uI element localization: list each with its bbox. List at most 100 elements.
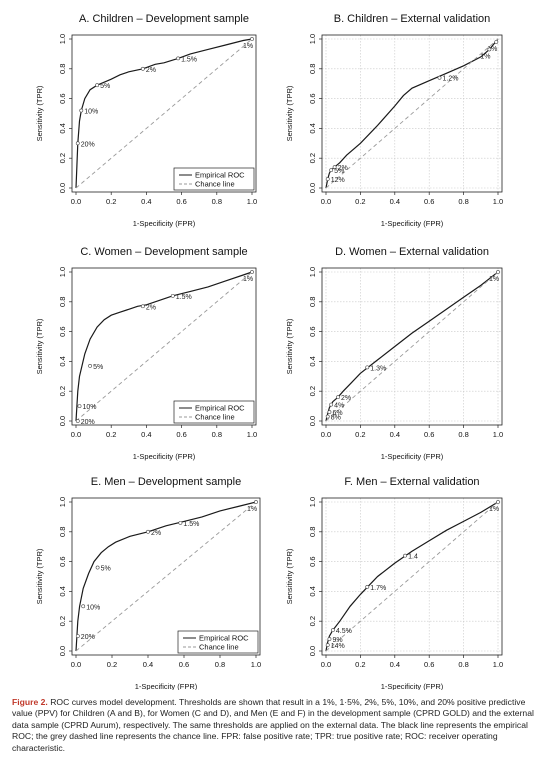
chart-panel-4: E. Men – Development sample 0.0 0.2 0.4 0.6 0… xyxy=(35,476,261,690)
x-tick-label: 0.8 xyxy=(212,430,222,439)
y-tick-label: 0.2 xyxy=(58,386,67,396)
threshold-label: 9% xyxy=(332,637,342,644)
y-axis-label: Sensitivity (TPR) xyxy=(35,318,44,374)
x-tick-label: 0.2 xyxy=(107,660,117,669)
x-tick-label: 1.0 xyxy=(493,660,503,669)
x-tick-label: 1.0 xyxy=(493,197,503,206)
plot-frame xyxy=(71,497,261,656)
threshold-label: 1% xyxy=(487,46,497,53)
y-tick-label: 0.8 xyxy=(58,527,67,537)
threshold-label: 10% xyxy=(84,109,98,116)
threshold-point xyxy=(254,500,258,504)
plot-frame xyxy=(321,267,503,426)
threshold-point xyxy=(81,604,86,609)
figure-caption-text: ROC curves model development. Thresholds… xyxy=(12,697,534,753)
x-axis-label: 1-Specificity (FPR) xyxy=(381,219,444,228)
threshold-label: 5% xyxy=(93,364,103,371)
threshold-point xyxy=(146,529,150,534)
x-tick-label: 1.0 xyxy=(247,197,257,206)
y-tick-label: 1.0 xyxy=(58,267,67,277)
x-axis-label: 1-Specificity (FPR) xyxy=(381,452,444,461)
legend-box xyxy=(173,167,255,191)
threshold-point xyxy=(176,56,180,61)
x-axis-label: 1-Specificity (FPR) xyxy=(381,682,444,690)
roc-curve xyxy=(75,38,253,189)
legend-entry: Chance line xyxy=(195,413,235,422)
plot-frame xyxy=(321,497,503,656)
x-axis-label: 1-Specificity (FPR) xyxy=(133,452,196,461)
x-tick-label: 0.6 xyxy=(424,430,434,439)
y-tick-label: 0.4 xyxy=(58,586,67,596)
plot-frame xyxy=(71,34,257,193)
threshold-point xyxy=(75,419,80,423)
roc-curve xyxy=(75,501,257,652)
chart-title: C. Women – Development sample xyxy=(80,246,247,258)
x-tick-label: 0.8 xyxy=(458,660,468,669)
y-axis-label: Sensitivity (TPR) xyxy=(285,85,294,141)
x-tick-label: 0.2 xyxy=(355,660,365,669)
threshold-point xyxy=(178,520,183,525)
threshold-label: 1% xyxy=(489,276,499,283)
threshold-label: 2% xyxy=(341,395,351,402)
y-tick-label: 1.0 xyxy=(58,497,67,507)
threshold-label: 5% xyxy=(334,168,344,175)
threshold-label: 1% xyxy=(480,53,490,60)
threshold-point xyxy=(75,634,80,639)
y-tick-label: 0.2 xyxy=(58,616,67,626)
threshold-point xyxy=(329,402,334,407)
threshold-point xyxy=(327,410,332,414)
threshold-point xyxy=(487,47,492,52)
threshold-point xyxy=(250,37,254,41)
x-tick-label: 0.0 xyxy=(71,660,81,669)
y-tick-label: 0.0 xyxy=(308,416,317,426)
y-tick-label: 0.8 xyxy=(308,297,317,307)
threshold-label: 1.4 xyxy=(408,554,418,561)
plot-frame xyxy=(321,34,503,193)
x-tick-label: 0.8 xyxy=(212,197,222,206)
threshold-point xyxy=(325,414,330,419)
threshold-point xyxy=(140,304,145,309)
y-tick-label: 0.4 xyxy=(308,123,317,133)
y-tick-label: 0.4 xyxy=(58,356,67,366)
chance-line xyxy=(75,38,253,189)
x-tick-label: 0.6 xyxy=(176,430,186,439)
x-tick-label: 0.0 xyxy=(71,430,81,439)
threshold-label: 20% xyxy=(81,634,95,641)
threshold-point xyxy=(325,177,330,181)
x-tick-label: 0.4 xyxy=(390,430,400,439)
y-tick-label: 0.6 xyxy=(308,326,317,336)
x-tick-label: 0.8 xyxy=(458,197,468,206)
threshold-point xyxy=(329,168,334,173)
threshold-label: 1% xyxy=(243,276,253,283)
x-tick-label: 0.2 xyxy=(106,197,116,206)
chart-panel-5: F. Men – External validation 0.0 0.2 0.4 0.6… xyxy=(285,476,503,690)
x-tick-label: 0.2 xyxy=(106,430,116,439)
threshold-point xyxy=(332,165,337,170)
chance-line xyxy=(325,501,499,652)
y-tick-label: 0.6 xyxy=(58,326,67,336)
y-tick-label: 0.2 xyxy=(308,153,317,163)
threshold-point xyxy=(75,141,80,146)
y-axis-label: Sensitivity (TPR) xyxy=(35,548,44,604)
threshold-point xyxy=(496,270,500,274)
plot-frame xyxy=(71,267,257,426)
threshold-label: 1% xyxy=(247,506,257,513)
threshold-label: 2% xyxy=(146,304,156,311)
y-axis-label: Sensitivity (TPR) xyxy=(35,85,44,141)
threshold-point xyxy=(365,585,370,589)
threshold-label: 20% xyxy=(81,419,95,426)
threshold-point xyxy=(79,108,84,113)
threshold-label: 14% xyxy=(331,643,345,650)
y-tick-label: 0.8 xyxy=(58,297,67,307)
y-tick-label: 1.0 xyxy=(58,34,67,44)
threshold-label: 20% xyxy=(81,141,95,148)
chart-panel-1: B. Children – External validation 0.0 0.2 0… xyxy=(285,13,503,228)
y-tick-label: 0.2 xyxy=(308,386,317,396)
y-tick-label: 0.4 xyxy=(58,123,67,133)
x-tick-label: 1.0 xyxy=(251,660,261,669)
threshold-point xyxy=(95,565,100,570)
y-tick-label: 0.0 xyxy=(308,183,317,193)
y-tick-label: 0.0 xyxy=(58,646,67,656)
roc-curve xyxy=(325,501,499,652)
threshold-label: 1.2% xyxy=(443,76,459,83)
